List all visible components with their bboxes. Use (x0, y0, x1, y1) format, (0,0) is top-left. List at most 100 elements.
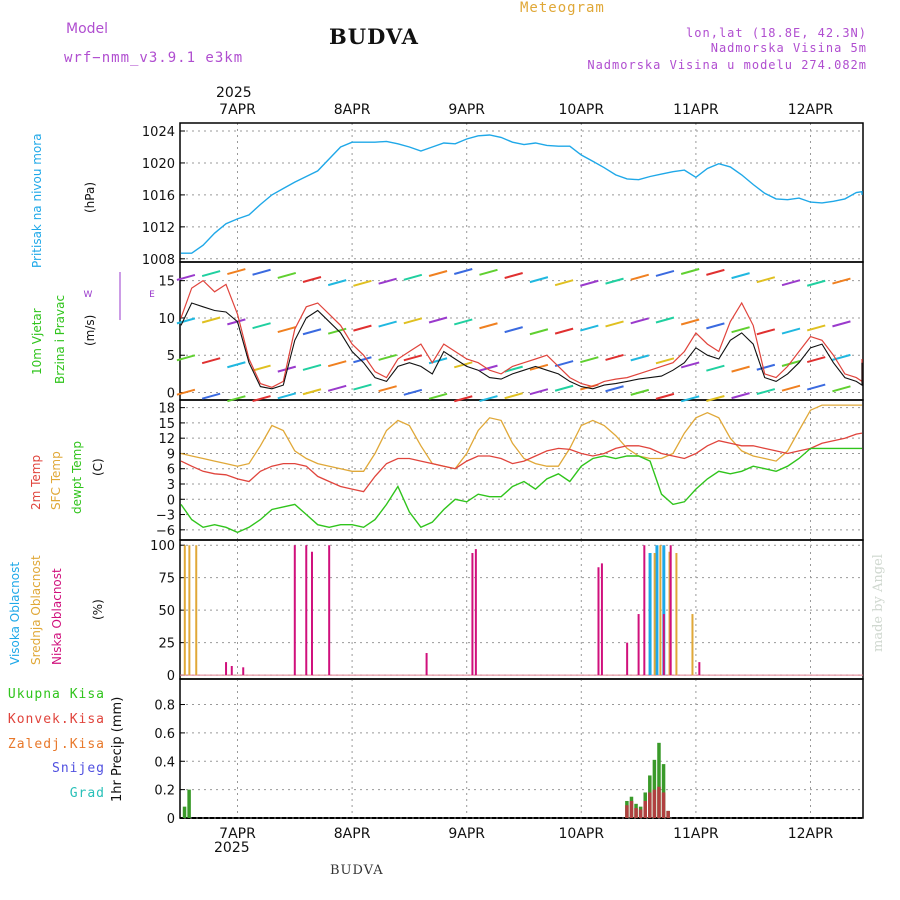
conv-precip-bar (652, 789, 657, 818)
wind-barb (201, 357, 221, 365)
wind-barb (706, 395, 725, 402)
wind-barb (252, 364, 271, 372)
wind-barb (353, 279, 372, 287)
wind-barb (680, 361, 700, 369)
bottom-year-label: 2025 (214, 840, 250, 856)
wind-barb (252, 268, 271, 276)
wind-barb (605, 277, 624, 285)
wind-barb (756, 388, 776, 396)
top-date-label: 12APR (788, 102, 834, 118)
y-tick-label: 100 (150, 539, 175, 554)
y-tick-label: −3 (156, 509, 175, 524)
wind-barb (403, 317, 423, 325)
wind-barb (479, 364, 498, 372)
wind-barb (806, 279, 826, 287)
sfc-temp-line (180, 404, 862, 472)
wind-barb (731, 392, 750, 400)
wind-barb (781, 384, 801, 392)
elevation-label: Nadmorska Visina 5m (710, 41, 867, 55)
wind-barb (252, 395, 271, 403)
wind-barb (806, 356, 826, 364)
wind-barb (227, 395, 246, 403)
total-precip-bar (187, 789, 191, 818)
y-tick-label: 25 (158, 637, 175, 652)
wind-barb (756, 363, 776, 371)
wind-barb (378, 320, 397, 328)
wind-barb (201, 316, 221, 324)
total-precip-bar (652, 759, 657, 818)
wind-barb (706, 268, 725, 276)
bottom-date-label: 10APR (559, 826, 605, 842)
y-tick-label: 0 (167, 493, 175, 508)
wind-barb (227, 268, 246, 276)
y-tick-label: 75 (158, 572, 175, 587)
wind-barb (327, 279, 347, 287)
wind-barb (806, 324, 826, 332)
wind-barb (554, 279, 574, 287)
wind-barb (655, 269, 675, 277)
model-label: Model (66, 21, 109, 37)
y-tick-label: 1012 (142, 221, 175, 236)
wind-barb (529, 388, 549, 396)
wind-speed-red-line (180, 279, 863, 388)
y-tick-label: 0.8 (154, 699, 175, 714)
wind-barb (504, 365, 523, 373)
wind-barb (453, 395, 473, 403)
panel-frame (179, 399, 864, 541)
wind-barb (353, 356, 372, 364)
bottom-date-label: 8APR (334, 826, 371, 842)
wind-barb (655, 392, 675, 400)
y-tick-label: 5 (167, 349, 175, 364)
wind-barb (680, 395, 700, 403)
station-title: BUDVA (329, 24, 419, 49)
conv-precip-bar (625, 805, 629, 818)
wind-barb (302, 363, 322, 371)
wind-barb (756, 328, 776, 336)
wind-barb (227, 361, 246, 369)
y-tick-label: 12 (158, 432, 175, 447)
lonlat-label: lon,lat (18.8E, 42.3N) (686, 26, 867, 40)
conv-precip-bar (661, 792, 666, 818)
wind-dir-e: E (149, 290, 155, 300)
footer-station: BUDVA (330, 863, 384, 878)
wind-barb (302, 328, 322, 336)
wind-barb (453, 268, 473, 275)
panel-4 (179, 539, 864, 680)
wind-barb (731, 272, 750, 280)
legend-frozen-precip: Zaledj.Kisa (7, 737, 105, 752)
y-tick-label: 50 (158, 604, 175, 619)
wind-barb (655, 316, 675, 324)
wind-barb (277, 365, 297, 373)
wind-barb (554, 384, 574, 392)
panel-3 (179, 399, 864, 541)
conv-precip-bar (638, 809, 643, 818)
wind-barb (403, 273, 423, 281)
y-tick-label: 0.2 (154, 784, 175, 799)
conv-precip-bar (643, 800, 647, 818)
bottom-date-label: 9APR (448, 826, 485, 842)
panel-frame (179, 539, 864, 680)
top-date-label: 7APR (219, 102, 256, 118)
wind-barb (378, 277, 397, 285)
legend-snow: Snijeg (52, 761, 105, 776)
wind-barb (630, 388, 650, 396)
wind-barb (504, 272, 523, 279)
wind-barb (176, 317, 196, 325)
legend-hail: Grad (69, 786, 105, 801)
top-date-label: 8APR (334, 102, 371, 118)
y-tick-label: 18 (158, 402, 175, 417)
wind-barb (227, 318, 246, 326)
wind-barb (479, 322, 498, 330)
y-tick-label: 1024 (142, 125, 175, 140)
y-tick-label: 0 (167, 669, 175, 684)
wind-barb (378, 385, 397, 393)
wind-barb (605, 320, 624, 328)
wind-barb (176, 273, 196, 281)
wind-barb (781, 360, 801, 367)
wind-barb (504, 326, 523, 334)
y-tick-label: 0.4 (154, 755, 175, 770)
y-tick-label: 1008 (142, 253, 175, 268)
bottom-date-label: 7APR (219, 826, 256, 842)
wind-barb (706, 322, 725, 330)
